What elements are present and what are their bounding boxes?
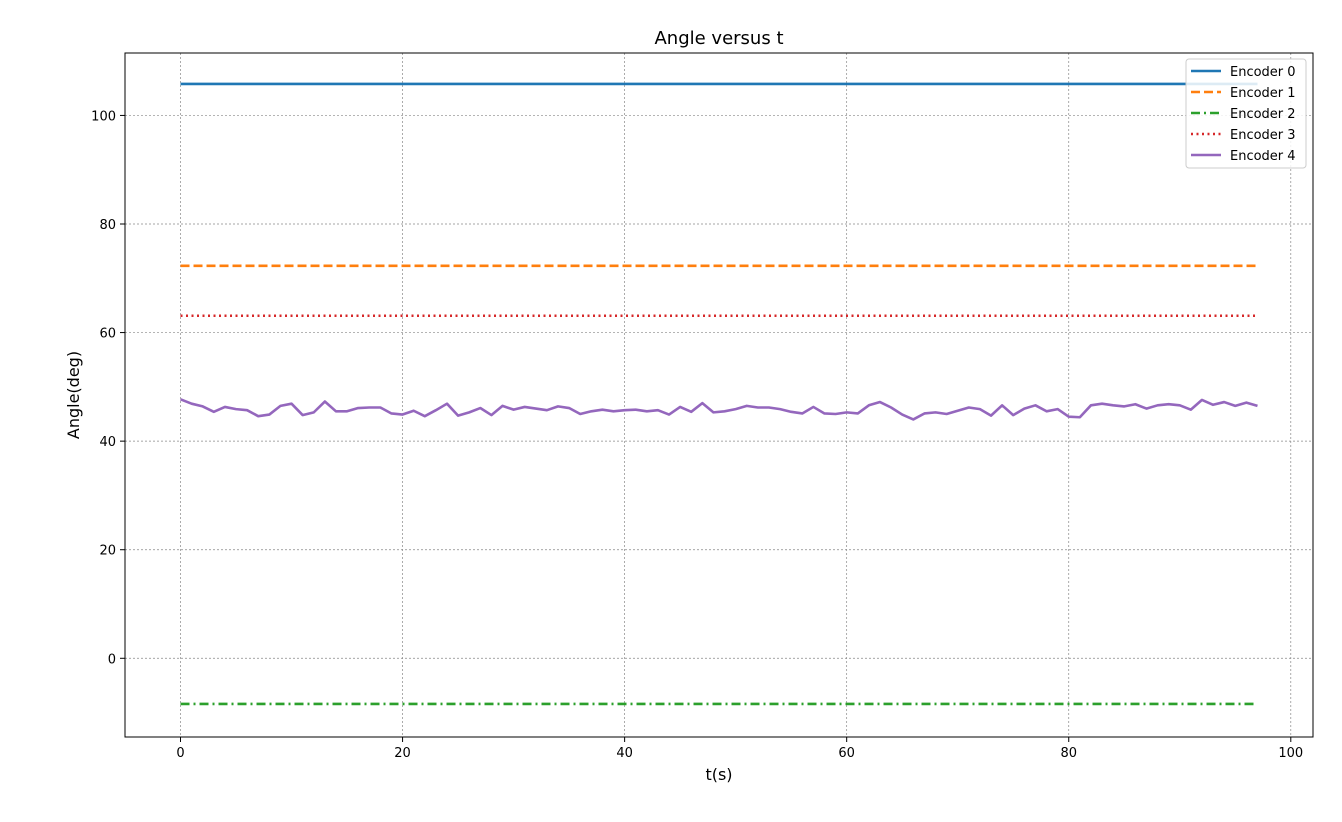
y-axis-label: Angle(deg): [64, 351, 83, 439]
x-axis-label: t(s): [705, 765, 732, 784]
x-tick-label: 20: [394, 746, 411, 761]
legend-label-encoder-1: Encoder 1: [1230, 86, 1296, 101]
x-tick-label: 40: [616, 746, 633, 761]
series-layer: [180, 82, 1258, 706]
y-tick-label: 60: [99, 327, 116, 342]
legend-label-encoder-2: Encoder 2: [1230, 107, 1296, 122]
x-tick-label: 60: [838, 746, 855, 761]
series-line-encoder-4: [180, 398, 1258, 421]
x-tick-label: 100: [1278, 746, 1303, 761]
y-tick-label: 0: [108, 652, 116, 667]
legend-box: [1185, 58, 1307, 169]
legend-label-encoder-0: Encoder 0: [1230, 65, 1296, 80]
tick-layer: 0 20 40 60 80 100 0 20 40 60 80 100: [91, 109, 1303, 761]
y-tick-label: 20: [99, 544, 116, 559]
y-tick-label: 40: [99, 435, 116, 450]
chart-title: Angle versus t: [654, 28, 783, 49]
legend: Encoder 0 Encoder 1 Encoder 2 Encoder 3 Enco…: [1185, 58, 1307, 169]
legend-label-encoder-3: Encoder 3: [1230, 128, 1296, 143]
y-tick-label: 100: [91, 109, 116, 124]
legend-label-encoder-4: Encoder 4: [1230, 149, 1296, 164]
x-tick-label: 0: [176, 746, 184, 761]
y-tick-label: 80: [99, 218, 116, 233]
x-tick-label: 80: [1060, 746, 1077, 761]
plot-frame: [124, 52, 1314, 738]
